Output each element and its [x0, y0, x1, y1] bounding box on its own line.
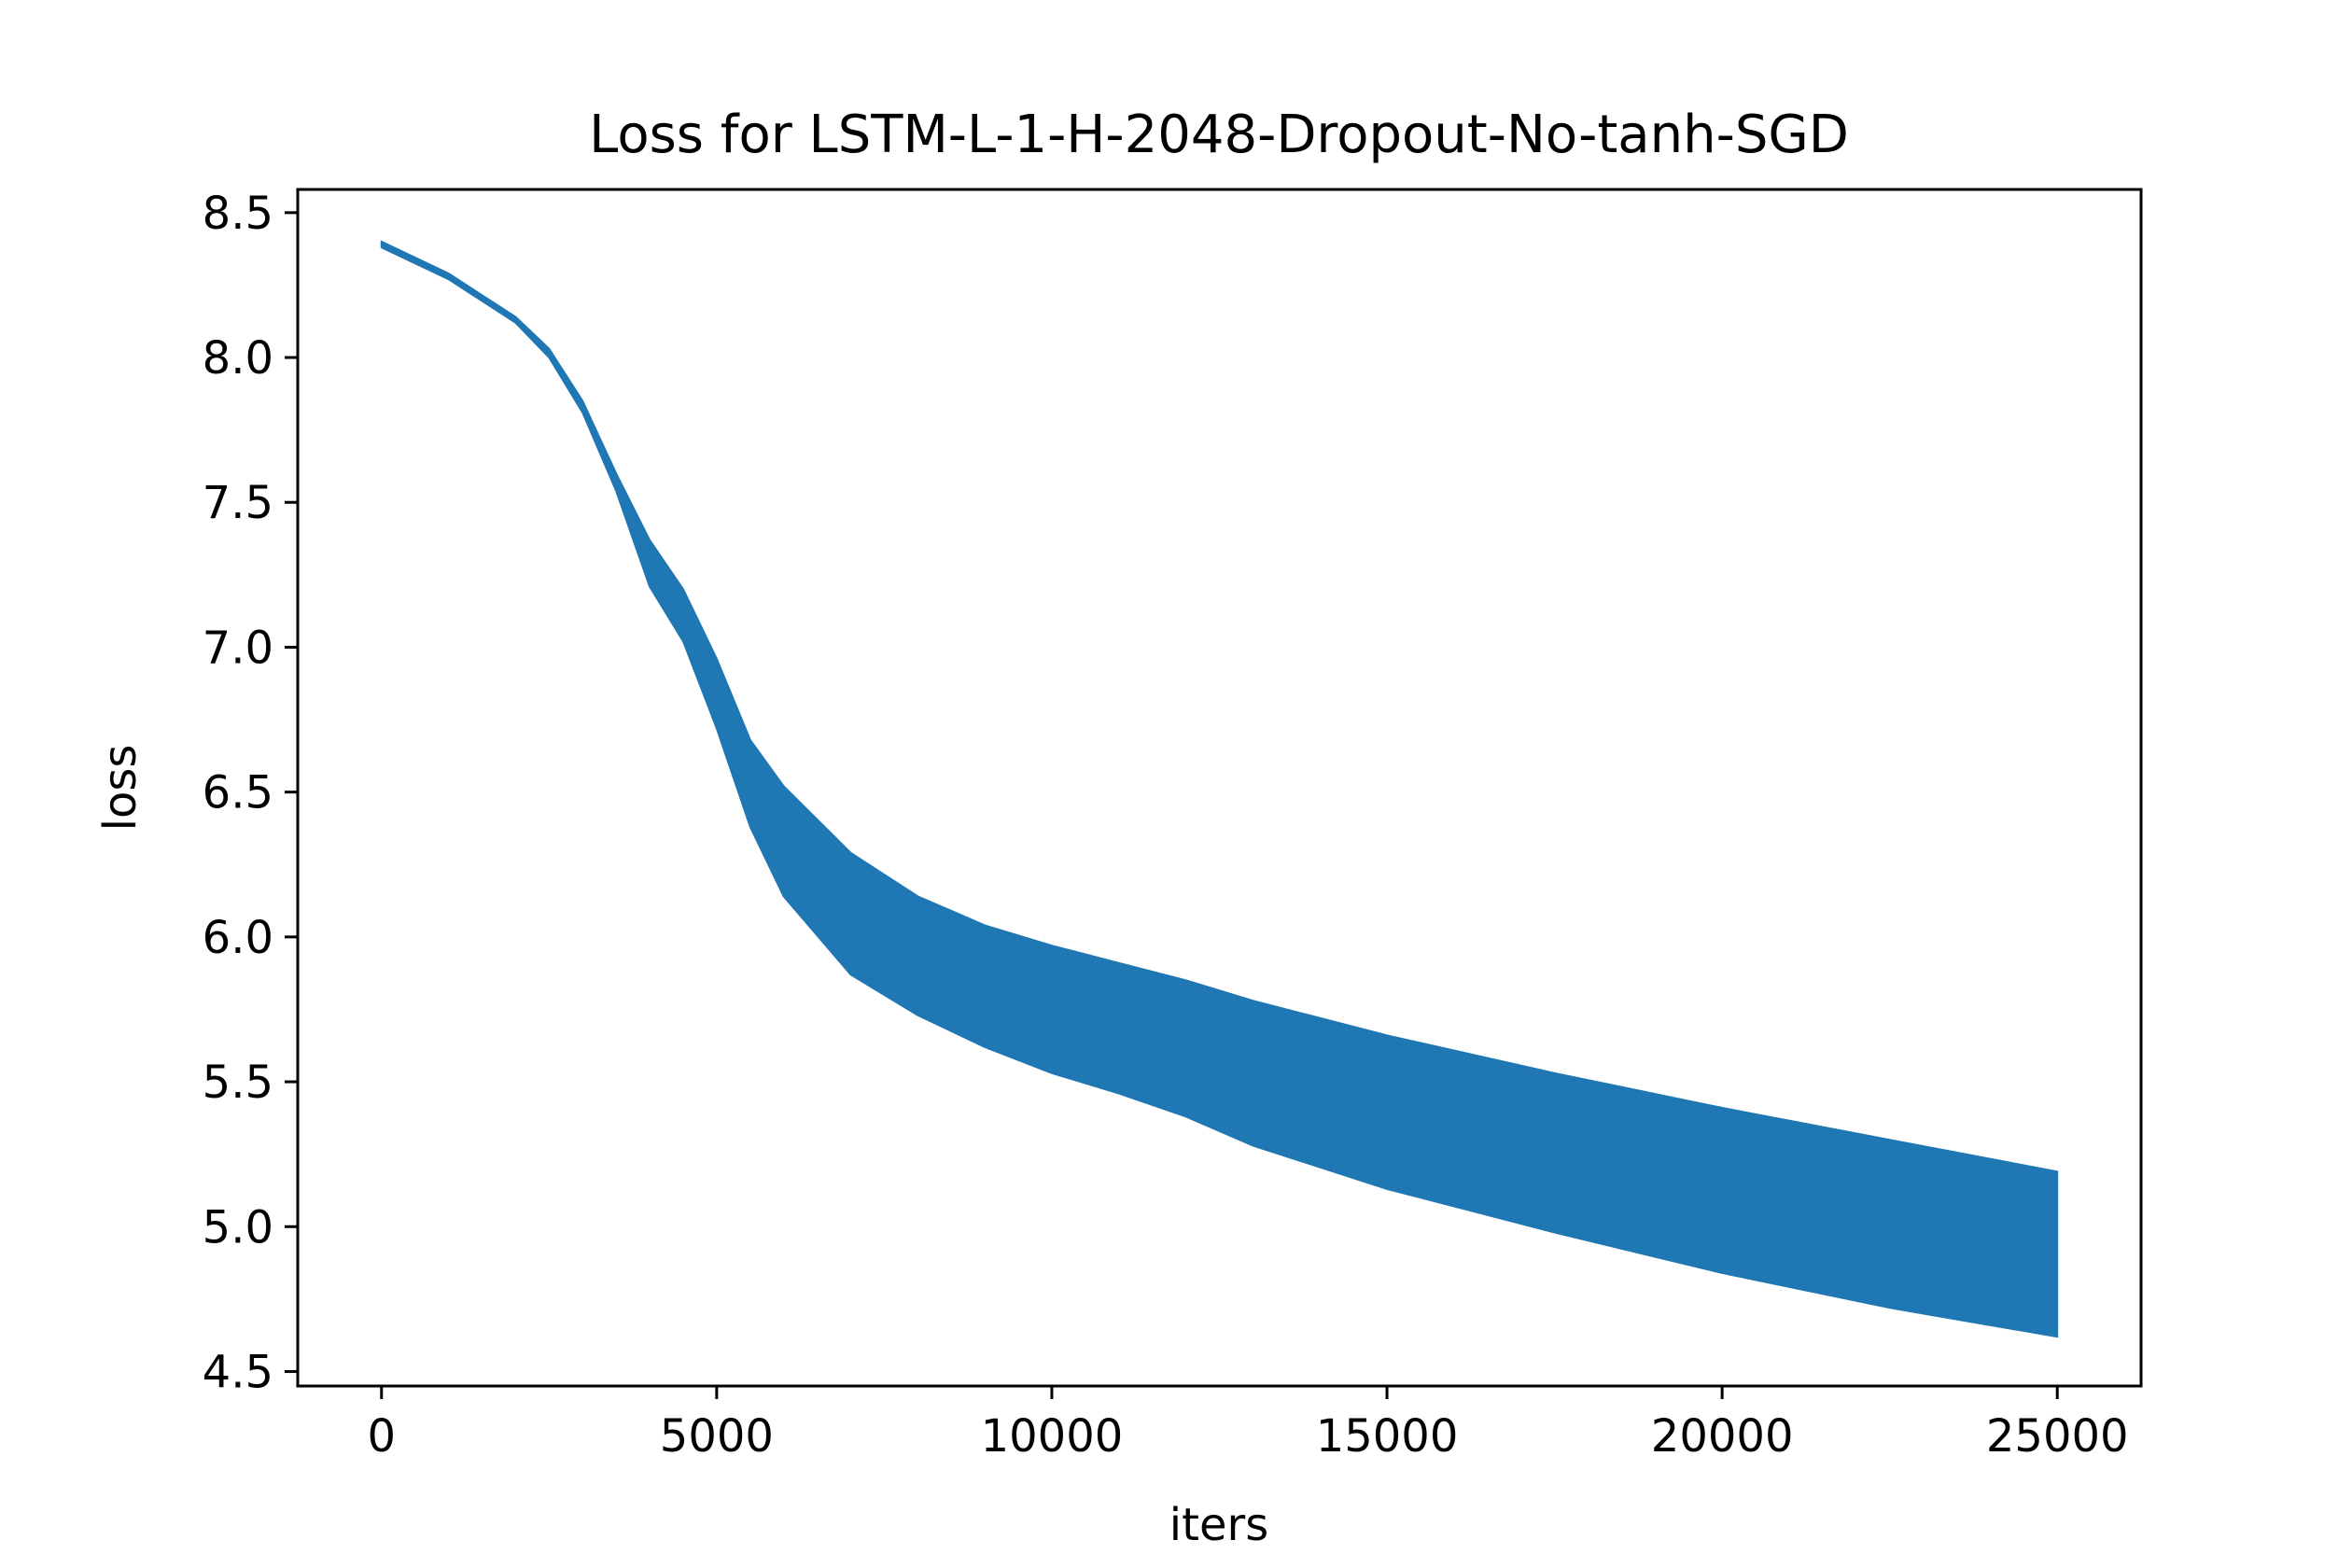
- x-axis: 0 5000 10000 15000 20000 25000: [367, 1386, 2129, 1463]
- x-tick-label: 10000: [981, 1410, 1124, 1463]
- axes-frame: [296, 188, 2143, 1388]
- y-tick-label: 4.5: [203, 1346, 273, 1398]
- x-tick-label: 0: [367, 1410, 396, 1463]
- y-axis-label: loss: [94, 745, 147, 832]
- chart-title: Loss for LSTM-L-1-H-2048-Dropout-No-tanh…: [589, 105, 1849, 165]
- y-tick-label: 7.0: [203, 622, 273, 674]
- y-tick-label: 8.5: [203, 188, 273, 240]
- x-axis-label: iters: [1169, 1499, 1268, 1551]
- y-tick-label: 7.5: [203, 477, 273, 529]
- y-axis: 4.5 5.0 5.5 6.0 6.5 7.0 7.5 8.0 8.5: [203, 188, 298, 1398]
- x-tick-label: 20000: [1651, 1410, 1794, 1463]
- y-tick-label: 5.0: [203, 1201, 273, 1253]
- y-tick-label: 6.0: [203, 912, 273, 964]
- loss-band: [380, 240, 2059, 1338]
- x-tick-label: 15000: [1316, 1410, 1459, 1463]
- y-tick-label: 6.5: [203, 767, 273, 819]
- y-tick-label: 5.5: [203, 1057, 273, 1109]
- x-tick-label: 25000: [1986, 1410, 2129, 1463]
- x-tick-label: 5000: [660, 1410, 774, 1463]
- plot-area: [380, 240, 2059, 1338]
- y-tick-label: 8.0: [203, 332, 273, 385]
